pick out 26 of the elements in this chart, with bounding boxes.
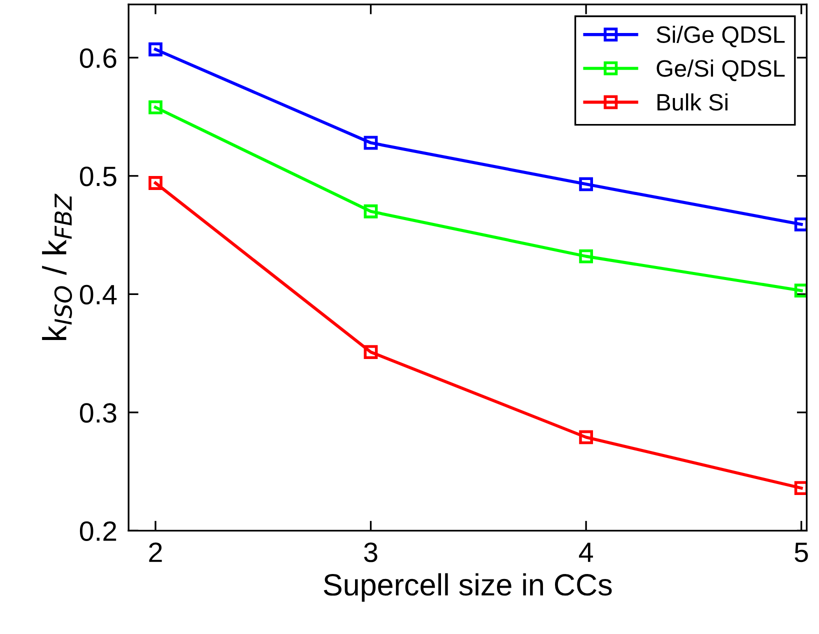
point [148, 100, 162, 114]
point [579, 430, 593, 444]
legend-label: Ge/Si QDSL [656, 60, 785, 82]
point [794, 481, 807, 496]
legend-label: Bulk Si [657, 93, 728, 111]
x-axis-title: Supercell size in CCs [324, 573, 612, 602]
point [794, 217, 807, 232]
x-tick-label: 2 [149, 542, 162, 562]
point [148, 42, 162, 56]
point [794, 284, 807, 298]
point [579, 177, 593, 192]
point [148, 176, 162, 190]
x-tick-label: 5 [794, 542, 808, 562]
point [579, 249, 593, 264]
y-tick-label: 0.3 [80, 403, 116, 423]
y-tick-label: 0.2 [80, 521, 116, 541]
x-tick-label: 4 [578, 542, 593, 562]
y-axis-title: k$_{ISO}$ / k$_{FBZ}$ [42, 194, 72, 340]
y-tick-label: 0.5 [80, 166, 116, 186]
y-tick-label: 0.6 [80, 48, 116, 68]
point [364, 204, 378, 218]
x-tick-label: 3 [364, 542, 378, 562]
y-tick-label: 0.4 [80, 284, 117, 304]
point [364, 345, 378, 360]
point [364, 136, 378, 150]
legend-label: Si/Ge QDSL [656, 26, 785, 48]
